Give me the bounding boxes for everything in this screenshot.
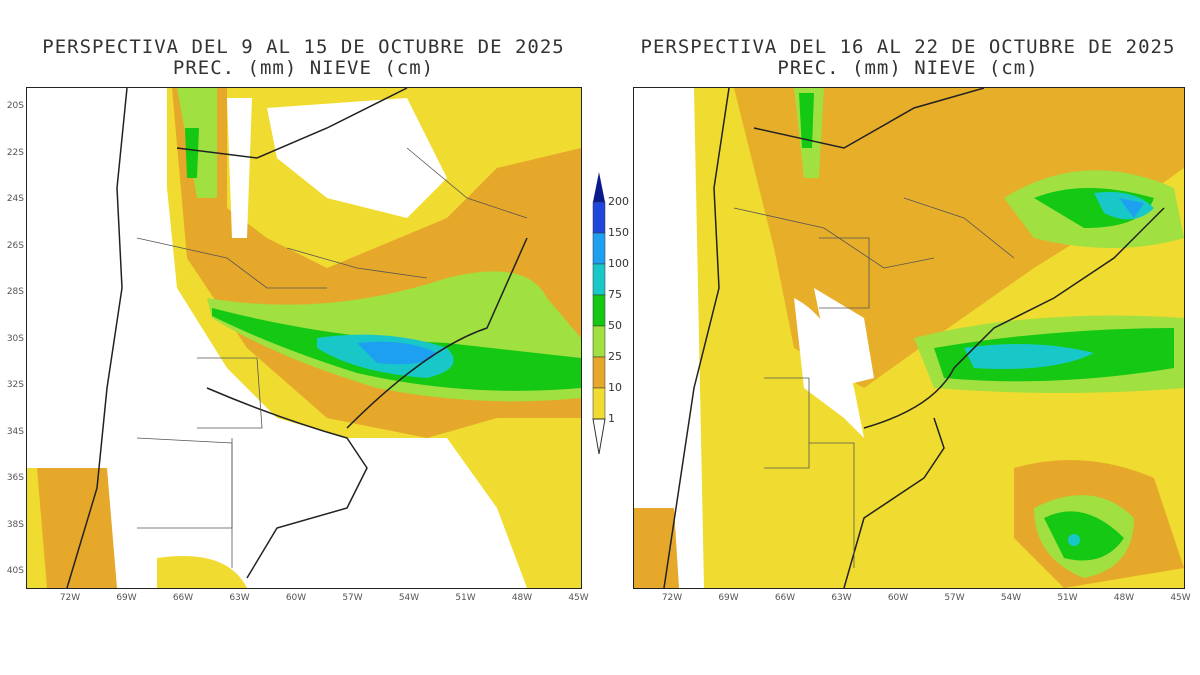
lon-label: 69W <box>116 593 137 603</box>
lon-label: 66W <box>774 593 796 603</box>
lat-label: 22S <box>6 147 24 158</box>
right-title-line1: PERSPECTIVA DEL 16 AL 22 DE OCTUBRE DE 2… <box>640 36 1176 58</box>
colorbar-level-label: 10 <box>608 381 622 394</box>
left-title: PERSPECTIVA DEL 9 AL 15 DE OCTUBRE DE 20… <box>26 37 581 79</box>
colorbar-swatch <box>592 387 606 420</box>
lat-label: 24S <box>6 194 24 204</box>
colorbar-level-label: 150 <box>608 226 629 239</box>
lon-label: 51W <box>455 593 476 603</box>
colorbar-level-label: 100 <box>608 257 629 270</box>
lon-label: 48W <box>511 593 533 603</box>
right-title: PERSPECTIVA DEL 16 AL 22 DE OCTUBRE DE 2… <box>633 37 1183 79</box>
colorbar-level-label: 75 <box>608 288 622 301</box>
lat-label: 20S <box>6 101 24 111</box>
left-title-line2: PREC. (mm) NIEVE (cm) <box>172 57 435 79</box>
lon-label: 60W <box>285 593 307 603</box>
right-map <box>633 87 1185 589</box>
colorbar-level-label: 200 <box>608 195 629 208</box>
lat-label: 34S <box>6 426 24 437</box>
lon-label: 51W <box>1057 593 1078 603</box>
colorbar-level-label: 50 <box>608 319 622 332</box>
colorbar-swatch <box>592 325 606 358</box>
lon-label: 57W <box>944 593 965 603</box>
lat-label: 28S <box>6 287 24 297</box>
lat-label: 30S <box>6 333 24 344</box>
lon-label: 60W <box>887 593 909 603</box>
colorbar <box>592 172 606 462</box>
colorbar-level-label: 25 <box>608 350 622 363</box>
lon-label: 63W <box>831 593 852 603</box>
lon-label: 45W <box>1170 593 1191 603</box>
lat-label: 32S <box>6 380 24 390</box>
lon-label: 57W <box>342 593 363 603</box>
lon-label: 54W <box>398 593 420 603</box>
right-title-line2: PREC. (mm) NIEVE (cm) <box>777 57 1039 79</box>
lon-label: 54W <box>1000 593 1022 603</box>
lon-label: 72W <box>59 593 81 603</box>
lat-label: 38S <box>6 519 24 530</box>
lat-label: 36S <box>6 473 24 483</box>
lon-label: 66W <box>172 593 194 603</box>
colorbar-swatch <box>592 232 606 265</box>
lon-label: 48W <box>1113 593 1135 603</box>
lon-label: 45W <box>568 593 589 603</box>
lon-label: 63W <box>229 593 250 603</box>
colorbar-swatch <box>592 294 606 327</box>
colorbar-max-arrow <box>593 172 605 202</box>
lat-label: 40S <box>6 566 24 576</box>
left-map <box>26 87 582 589</box>
colorbar-level-label: 1 <box>608 412 615 425</box>
lat-label: 26S <box>6 240 24 251</box>
lon-label: 69W <box>718 593 739 603</box>
colorbar-swatch <box>592 356 606 389</box>
colorbar-swatch <box>592 201 606 234</box>
colorbar-swatch <box>592 263 606 296</box>
left-title-line1: PERSPECTIVA DEL 9 AL 15 DE OCTUBRE DE 20… <box>42 36 565 58</box>
lon-label: 72W <box>661 593 683 603</box>
colorbar-min-arrow <box>592 418 606 455</box>
